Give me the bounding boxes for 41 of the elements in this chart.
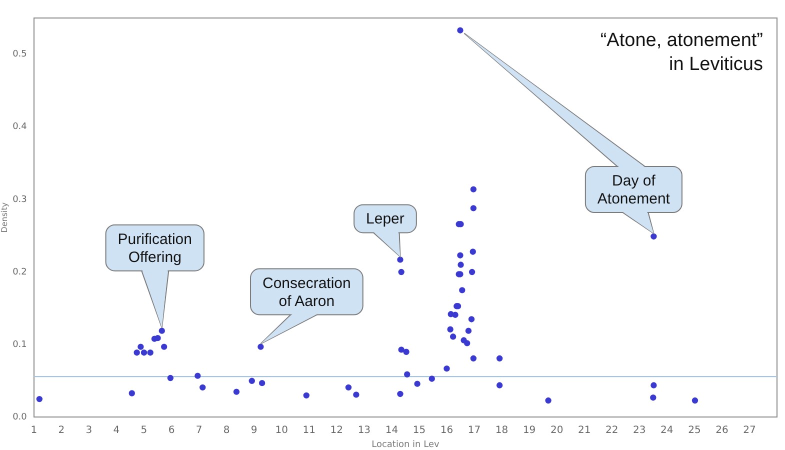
annotation: Purification Offering bbox=[118, 230, 192, 266]
x-tick-label: 5 bbox=[140, 424, 148, 436]
y-tick-label: 0.5 bbox=[12, 50, 27, 60]
x-tick-label: 22 bbox=[606, 424, 618, 436]
x-tick-label: 2 bbox=[58, 424, 65, 436]
annotation: Leper bbox=[366, 210, 404, 228]
x-tick-label: 15 bbox=[412, 424, 426, 436]
x-tick-label: 1 bbox=[30, 424, 38, 436]
x-tick-label: 13 bbox=[358, 424, 371, 436]
x-tick-label: 21 bbox=[578, 424, 591, 436]
y-axis-title: Density bbox=[0, 202, 9, 233]
speech-bubble: Purification Offering bbox=[105, 224, 204, 328]
x-tick-label: 6 bbox=[168, 424, 175, 436]
y-tick-label: 0.1 bbox=[12, 340, 27, 350]
x-tick-label: 12 bbox=[330, 424, 344, 436]
x-tick-label: 23 bbox=[633, 424, 646, 436]
annotation: Consecration of Aaron bbox=[262, 274, 351, 310]
text: “Atone, atonement” in Leviticus bbox=[600, 30, 763, 75]
x-tick-label: 11 bbox=[302, 424, 316, 436]
y-tick-label: 0.4 bbox=[12, 122, 28, 132]
x-tick-label: 10 bbox=[275, 424, 288, 436]
x-tick-label: 3 bbox=[86, 424, 92, 436]
x-tick-label: 20 bbox=[550, 424, 564, 436]
x-tick-label: 19 bbox=[522, 424, 536, 436]
x-axis-title: Location in Lev bbox=[372, 440, 440, 450]
x-tick-label: 17 bbox=[468, 424, 481, 436]
y-tick-label: 0.3 bbox=[12, 194, 27, 205]
x-tick-label: 25 bbox=[688, 424, 701, 436]
x-tick-label: 14 bbox=[385, 424, 398, 436]
x-tick-label: 16 bbox=[440, 424, 454, 436]
x-tick-label: 4 bbox=[113, 424, 120, 436]
x-tick-label: 26 bbox=[716, 424, 728, 436]
x-tick-label: 9 bbox=[250, 424, 258, 436]
y-tick-label: 0.2 bbox=[12, 267, 27, 278]
x-tick-label: 7 bbox=[196, 424, 202, 436]
annotation: Day of Atonement bbox=[597, 172, 671, 208]
x-tick-label: 27 bbox=[743, 424, 756, 436]
x-tick-label: 18 bbox=[495, 424, 508, 436]
y-tick-label: 0.0 bbox=[12, 412, 28, 423]
x-tick-label: 24 bbox=[660, 424, 674, 436]
x-tick-label: 8 bbox=[223, 424, 230, 436]
